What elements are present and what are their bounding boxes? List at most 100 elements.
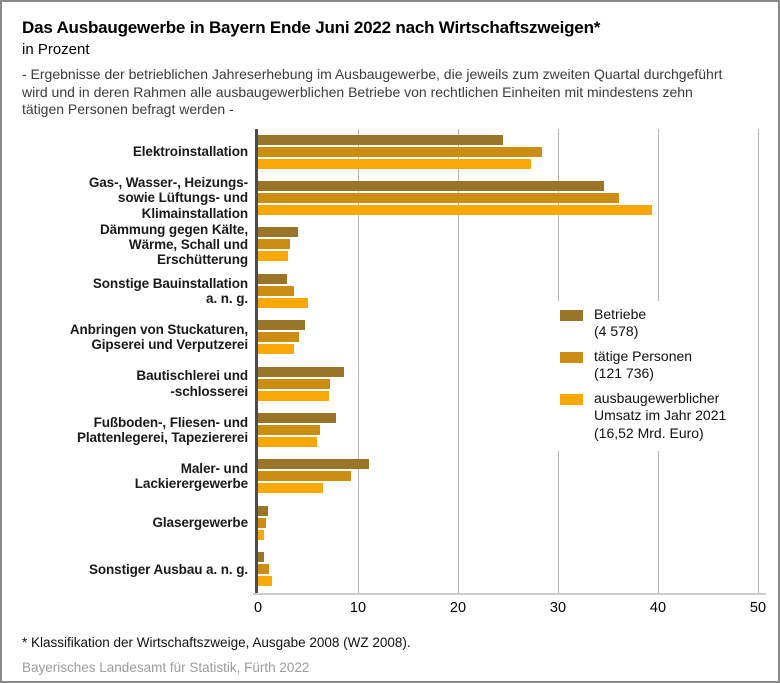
category-label-line: Elektroinstallation bbox=[132, 144, 248, 160]
category-label-line: Fußboden-, Fliesen- und bbox=[93, 414, 249, 430]
bar-umsatz bbox=[258, 297, 308, 308]
x-tick-label-10: 10 bbox=[349, 599, 367, 616]
category-label: Sonstiger Ausbau a. n. g. bbox=[22, 546, 258, 592]
category-row-10: Sonstiger Ausbau a. n. g. bbox=[22, 546, 758, 592]
bar-umsatz bbox=[258, 390, 329, 401]
category-label: Dämmung gegen Kälte, Wärme, Schall und Ers… bbox=[22, 221, 258, 267]
legend-label-line: Umsatz im Jahr 2021 bbox=[594, 407, 727, 423]
category-label-line: Wärme, Schall und bbox=[128, 236, 248, 252]
bar-betriebe bbox=[258, 459, 369, 470]
x-tick-label-20: 20 bbox=[449, 599, 467, 616]
x-tick-label-40: 40 bbox=[649, 599, 667, 616]
category-label-line: Sonstiger Ausbau a. n. g. bbox=[88, 561, 248, 577]
bar-betriebe bbox=[258, 227, 298, 238]
category-label-line: Dämmung gegen Kälte, bbox=[99, 221, 248, 237]
bar-group bbox=[258, 175, 758, 221]
legend-label-line: Betriebe bbox=[594, 305, 647, 322]
category-label-line: Sonstige Bauinstallation bbox=[92, 275, 248, 291]
category-label-line: sowie Lüftungs- und bbox=[117, 190, 248, 206]
category-label-line: Lackierergewerbe bbox=[134, 476, 248, 492]
x-tick-label-50: 50 bbox=[749, 599, 767, 616]
category-label-line: Klimainstallation bbox=[141, 205, 248, 221]
legend-item-umsatz: ausbaugewerblicher Umsatz im Jahr 2021 (16… bbox=[560, 390, 726, 443]
category-row-2: Gas-, Wasser-, Heizungs-sowie Lüftungs- … bbox=[22, 175, 758, 221]
category-label-line: -schlosserei bbox=[170, 383, 248, 399]
bar-betriebe bbox=[258, 366, 344, 377]
category-label-line: a. n. g. bbox=[206, 290, 248, 306]
bar-umsatz bbox=[258, 205, 652, 216]
category-label: Elektroinstallation bbox=[22, 129, 258, 175]
bar-group bbox=[258, 453, 758, 499]
legend-swatch-betriebe-icon bbox=[560, 309, 583, 321]
bar-betriebe bbox=[258, 273, 287, 284]
legend-label-line: (121 736) bbox=[594, 365, 654, 381]
category-label-line: Plattenlegerei, Tapeziererei bbox=[76, 430, 248, 446]
bar-group bbox=[258, 129, 758, 175]
bar-group bbox=[258, 221, 758, 267]
bar-group bbox=[258, 546, 758, 592]
category-label: Gas-, Wasser-, Heizungs-sowie Lüftungs- … bbox=[22, 175, 258, 221]
category-label: Glasergewerbe bbox=[22, 500, 258, 546]
bar-betriebe bbox=[258, 505, 268, 516]
category-row-5: Anbringen von Stuckaturen, Gipserei und V… bbox=[22, 314, 758, 360]
legend-label-line: tätige Personen bbox=[594, 347, 693, 364]
category-label-line: Gipserei und Verputzerei bbox=[91, 337, 248, 353]
x-axis-line bbox=[253, 592, 766, 595]
bar-group bbox=[258, 268, 758, 314]
bar-taetige-personen bbox=[258, 425, 320, 436]
bar-umsatz bbox=[258, 251, 288, 262]
bar-group bbox=[258, 314, 758, 360]
category-rows: Elektroinstallation Gas-, Wasser-, Heizun… bbox=[22, 129, 758, 593]
legend-swatch-umsatz-icon bbox=[560, 393, 583, 405]
bar-umsatz bbox=[258, 437, 317, 448]
x-axis-ticks: 0 10 20 30 40 50 bbox=[254, 599, 766, 620]
legend: Betriebe (4 578) tätige Personen (121 736) a… bbox=[549, 300, 739, 451]
bar-taetige-personen bbox=[258, 239, 290, 250]
bar-betriebe bbox=[258, 413, 336, 424]
bar-taetige-personen bbox=[258, 285, 294, 296]
bar-taetige-personen bbox=[258, 332, 299, 343]
bar-chart: Elektroinstallation Gas-, Wasser-, Heizun… bbox=[22, 128, 766, 627]
category-row-7: Fußboden-, Fliesen- und Plattenlegerei, T… bbox=[22, 407, 758, 453]
category-row-9: Glasergewerbe bbox=[22, 500, 758, 546]
bar-umsatz bbox=[258, 576, 272, 587]
legend-label-umsatz: ausbaugewerblicher Umsatz im Jahr 2021 (16… bbox=[594, 390, 726, 443]
source: Bayerisches Landesamt für Statistik, Für… bbox=[22, 659, 310, 675]
category-label-line: Maler- und bbox=[180, 461, 248, 477]
bar-taetige-personen bbox=[258, 564, 269, 575]
bar-betriebe bbox=[258, 181, 604, 192]
category-label-line: Glasergewerbe bbox=[152, 515, 248, 531]
bar-betriebe bbox=[258, 134, 503, 145]
chart-note: - Ergebnisse der betrieblichen Jahreserh… bbox=[22, 66, 723, 117]
bar-umsatz bbox=[258, 158, 531, 169]
category-label-line: Anbringen von Stuckaturen, bbox=[69, 322, 248, 338]
category-row-8: Maler- und Lackierergewerbe bbox=[22, 453, 758, 499]
chart-header: Das Ausbaugewerbe in Bayern Ende Juni 20… bbox=[2, 2, 778, 119]
legend-label-betriebe: Betriebe (4 578) bbox=[594, 306, 646, 341]
bar-group bbox=[258, 360, 758, 406]
bar-umsatz bbox=[258, 483, 323, 494]
category-row-3: Dämmung gegen Kälte, Wärme, Schall und Ers… bbox=[22, 221, 758, 267]
category-label: Fußboden-, Fliesen- und Plattenlegerei, T… bbox=[22, 407, 258, 453]
x-tick-label-0: 0 bbox=[253, 599, 263, 616]
chart-footer: * Klassifikation der Wirtschaftszweige, … bbox=[22, 635, 754, 675]
footnote: * Klassifikation der Wirtschaftszweige, … bbox=[22, 634, 411, 650]
category-row-1: Elektroinstallation bbox=[22, 129, 758, 175]
category-label: Maler- und Lackierergewerbe bbox=[22, 453, 258, 499]
legend-label-line: (16,52 Mrd. Euro) bbox=[594, 424, 704, 441]
legend-label-line: ausbaugewerblicher bbox=[594, 389, 720, 406]
legend-item-betriebe: Betriebe (4 578) bbox=[560, 306, 726, 341]
bar-taetige-personen bbox=[258, 146, 542, 157]
category-label: Anbringen von Stuckaturen, Gipserei und V… bbox=[22, 314, 258, 360]
y-axis-line bbox=[255, 128, 258, 593]
category-row-6: Bautischlerei und -schlosserei bbox=[22, 360, 758, 406]
bar-umsatz bbox=[258, 529, 264, 540]
category-label-line: Erschütterung bbox=[157, 252, 248, 268]
gridline-20 bbox=[458, 128, 459, 593]
bar-betriebe bbox=[258, 320, 305, 331]
category-row-4: Sonstige Bauinstallation a. n. g. bbox=[22, 268, 758, 314]
bar-taetige-personen bbox=[258, 517, 266, 528]
bar-group bbox=[258, 500, 758, 546]
gridline-10 bbox=[358, 128, 359, 593]
legend-label-line: (4 578) bbox=[594, 323, 639, 339]
